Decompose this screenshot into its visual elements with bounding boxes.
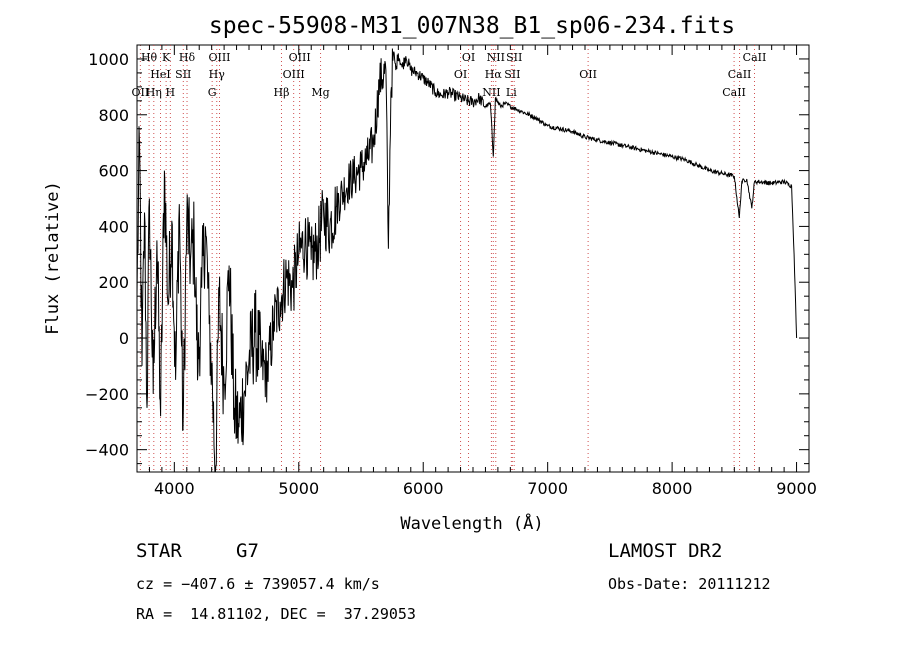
y-axis-label: Flux (relative) — [43, 181, 63, 335]
line-label-13: OIII — [289, 51, 311, 64]
x-tick-label: 4000 — [154, 479, 195, 498]
y-tick-label: 800 — [98, 106, 129, 125]
y-tick-label: 400 — [98, 217, 129, 236]
line-label-2: Hη — [146, 86, 162, 99]
line-label-12: OIII — [283, 68, 305, 81]
spectral-line-markers — [139, 45, 755, 472]
redshift-velocity: cz = −407.6 ± 739057.4 km/s — [136, 575, 380, 593]
line-label-14: Mg — [311, 86, 329, 99]
sky-coordinates: RA = 14.81102, DEC = 37.29053 — [136, 605, 416, 623]
line-label-22: SII — [506, 51, 522, 64]
object-subclass: G7 — [236, 540, 259, 562]
line-label-10: OIII — [208, 51, 230, 64]
y-tick-label: 1000 — [88, 50, 129, 69]
x-axis-ticks: 4000 5000 6000 7000 8000 9000 — [136, 45, 817, 498]
x-tick-label: 6000 — [403, 479, 444, 498]
observation-date: Obs-Date: 20111212 — [608, 575, 771, 593]
line-label-1: Hθ — [141, 51, 158, 64]
line-label-4: K — [162, 51, 171, 64]
line-label-17: NII — [482, 86, 500, 99]
line-label-9: Hγ — [209, 68, 226, 81]
y-tick-label: 200 — [98, 273, 129, 292]
x-axis-label: Wavelength (Å) — [400, 512, 543, 534]
line-label-23: OII — [579, 68, 597, 81]
line-label-5: H — [166, 86, 176, 99]
line-label-21: SII — [504, 68, 520, 81]
x-tick-label: 8000 — [652, 479, 693, 498]
line-label-6: SII — [175, 68, 191, 81]
object-class: STAR — [136, 540, 182, 562]
spectral-line-labels: OII Hθ Hη HeI K H SII Hδ G Hγ OIII Hβ OIII OIII Mg OI OI… — [132, 51, 767, 99]
x-tick-label: 5000 — [278, 479, 319, 498]
chart-title: spec-55908-M31_007N38_B1_sp06-234.fits — [209, 13, 735, 39]
line-label-8: G — [208, 86, 217, 99]
line-label-16: OI — [462, 51, 475, 64]
line-label-3: HeI — [150, 68, 170, 81]
y-tick-label: 600 — [98, 162, 129, 181]
y-tick-label: 0 — [119, 329, 129, 348]
line-label-20: Li — [506, 86, 517, 99]
line-label-25: CaII — [728, 68, 752, 81]
line-label-0: OII — [132, 86, 150, 99]
line-label-18: Hα — [485, 68, 503, 81]
survey-name: LAMOST DR2 — [608, 540, 723, 562]
x-tick-label: 7000 — [527, 479, 568, 498]
y-tick-label: −400 — [85, 441, 129, 460]
spectrum-series-line — [136, 48, 798, 473]
line-label-19: NII — [487, 51, 505, 64]
line-label-7: Hδ — [179, 51, 196, 64]
x-tick-label: 9000 — [776, 479, 817, 498]
line-label-26: CaII — [743, 51, 767, 64]
line-label-11: Hβ — [274, 86, 290, 99]
line-label-15: OI — [454, 68, 467, 81]
line-label-24: CaII — [722, 86, 746, 99]
y-tick-label: −200 — [85, 385, 129, 404]
